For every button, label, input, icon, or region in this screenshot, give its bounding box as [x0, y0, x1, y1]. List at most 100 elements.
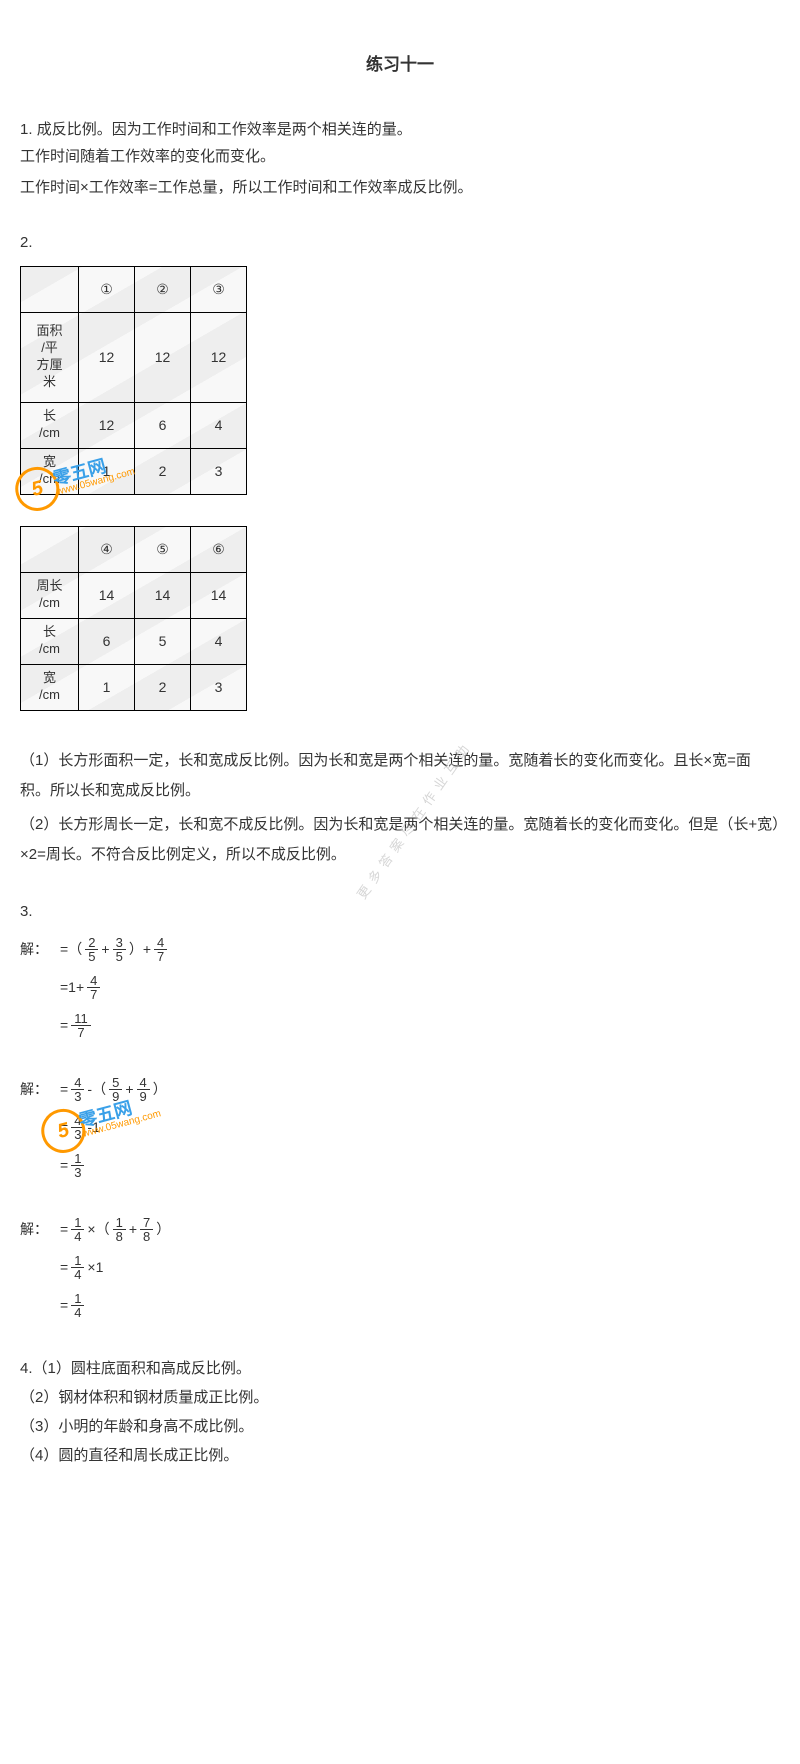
- table-cell: 12: [135, 312, 191, 402]
- q2-explain-1: （1）长方形面积一定，长和宽成反比例。因为长和宽是两个相关连的量。宽随着长的变化…: [20, 746, 780, 806]
- table-cell: 3: [191, 664, 247, 710]
- table-cell: 14: [79, 572, 135, 618]
- table-perimeter: ④⑤⑥周长/cm141414长/cm654宽/cm123: [20, 526, 247, 711]
- q4-line-3: （3）小明的年龄和身高不成比例。: [20, 1413, 780, 1440]
- table-cell: 5: [135, 618, 191, 664]
- fraction: 47: [87, 974, 100, 1001]
- fraction: 35: [113, 936, 126, 963]
- table-cell: 12: [79, 312, 135, 402]
- fraction: 25: [85, 936, 98, 963]
- table-row-label: 周长/cm: [21, 572, 79, 618]
- equation-line: =43-1: [20, 1111, 170, 1145]
- q2-explain-2: （2）长方形周长一定，长和宽不成反比例。因为长和宽是两个相关连的量。宽随着长的变…: [20, 810, 780, 870]
- q1-line1: 1. 成反比例。因为工作时间和工作效率是两个相关连的量。: [20, 121, 412, 138]
- table-header-cell: [21, 266, 79, 312]
- fraction: 117: [71, 1012, 91, 1039]
- table-header-cell: ①: [79, 266, 135, 312]
- table-1-wrap: ①②③面积/平方厘米121212长/cm1264宽/cm123 5 零五网 ww…: [20, 266, 247, 495]
- equation-line: =13: [20, 1149, 170, 1183]
- equation-text: ）: [153, 1077, 167, 1102]
- page-title: 练习十一: [20, 50, 780, 81]
- table-area: ①②③面积/平方厘米121212长/cm1264宽/cm123: [20, 266, 247, 495]
- equation-lead: 解：: [20, 1077, 60, 1102]
- equation-text: ×: [87, 1255, 95, 1280]
- table-cell: 1: [79, 448, 135, 494]
- q4-line-2: （2）钢材体积和钢材质量成正比例。: [20, 1384, 780, 1411]
- fraction: 43: [71, 1076, 84, 1103]
- table-cell: 2: [135, 664, 191, 710]
- equation-block: 5零五网www.05wang.com解：=43-（59+49）=43-1=13: [20, 1073, 170, 1205]
- question-2: 2. ①②③面积/平方厘米121212长/cm1264宽/cm123 5 零五网…: [20, 229, 780, 870]
- equation-text: ）: [129, 937, 143, 962]
- table-header-cell: ⑤: [135, 526, 191, 572]
- table-cell: 6: [135, 402, 191, 448]
- equation-block: 解：=14×（18+78）=14×1=14: [20, 1213, 170, 1323]
- table-header-cell: ⑥: [191, 526, 247, 572]
- table-row-label: 长/cm: [21, 402, 79, 448]
- q1-line3: 工作时间×工作效率=工作总量，所以工作时间和工作效率成反比例。: [20, 174, 780, 201]
- equation-block: 解：=（25+35）+47=1+47=117: [20, 933, 170, 1065]
- equation-text: =1+: [60, 975, 84, 1000]
- table-cell: 12: [191, 312, 247, 402]
- equation-line: =14: [20, 1289, 170, 1323]
- table-cell: 6: [79, 618, 135, 664]
- fraction: 13: [71, 1152, 84, 1179]
- equation-line: =117: [20, 1009, 170, 1043]
- fraction: 47: [154, 936, 167, 963]
- table-row-label: 面积/平方厘米: [21, 312, 79, 402]
- equation-text: +: [143, 937, 151, 962]
- equation-text: （: [92, 1077, 106, 1102]
- equation-text: 1: [92, 1115, 100, 1140]
- equation-text: =: [60, 1255, 68, 1280]
- fraction: 49: [137, 1076, 150, 1103]
- table-header-cell: ②: [135, 266, 191, 312]
- fraction: 14: [71, 1216, 84, 1243]
- equation-text: ×: [87, 1217, 95, 1242]
- fraction: 14: [71, 1254, 84, 1281]
- table-cell: 4: [191, 618, 247, 664]
- equation-text: +: [101, 937, 109, 962]
- q4-line-1: 4.（1）圆柱底面积和高成反比例。: [20, 1355, 780, 1382]
- table-row-label: 宽/cm: [21, 448, 79, 494]
- equation-text: =: [60, 937, 68, 962]
- equation-text: =: [60, 1013, 68, 1038]
- equation-text: 1: [96, 1255, 104, 1280]
- table-cell: 14: [191, 572, 247, 618]
- fraction: 78: [140, 1216, 153, 1243]
- equation-line: 解：=14×（18+78）: [20, 1213, 170, 1247]
- table-header-cell: ③: [191, 266, 247, 312]
- table-cell: 12: [79, 402, 135, 448]
- equation-text: =: [60, 1077, 68, 1102]
- table-cell: 2: [135, 448, 191, 494]
- q3-number: 3.: [20, 898, 780, 925]
- equation-lead: 解：: [20, 1217, 60, 1242]
- table-2-wrap: ④⑤⑥周长/cm141414长/cm654宽/cm123: [20, 526, 247, 711]
- equation-text: （: [96, 1217, 110, 1242]
- table-cell: 1: [79, 664, 135, 710]
- fraction: 18: [113, 1216, 126, 1243]
- table-cell: 4: [191, 402, 247, 448]
- equation-text: =: [60, 1217, 68, 1242]
- equation-line: =14×1: [20, 1251, 170, 1285]
- q1-line2: 工作时间随着工作效率的变化而变化。: [20, 143, 780, 170]
- fraction: 59: [109, 1076, 122, 1103]
- fraction: 14: [71, 1292, 84, 1319]
- equation-line: 解：=（25+35）+47: [20, 933, 170, 967]
- q2-number: 2.: [20, 229, 780, 256]
- question-1: 1. 成反比例。因为工作时间和工作效率是两个相关连的量。 工作时间随着工作效率的…: [20, 116, 780, 201]
- equation-text: =: [60, 1115, 68, 1140]
- equation-text: =: [60, 1153, 68, 1178]
- equation-text: +: [125, 1077, 133, 1102]
- question-3: 更多答案尽在作业互助 3. 解：=（25+35）+47=1+47=1175零五网…: [20, 898, 780, 1327]
- q4-line-4: （4）圆的直径和周长成正比例。: [20, 1442, 780, 1469]
- equation-text: ）: [156, 1217, 170, 1242]
- equation-lead: 解：: [20, 937, 60, 962]
- equation-text: =: [60, 1293, 68, 1318]
- table-row-label: 长/cm: [21, 618, 79, 664]
- question-4: 4.（1）圆柱底面积和高成反比例。 （2）钢材体积和钢材质量成正比例。 （3）小…: [20, 1355, 780, 1469]
- equation-text: （: [68, 937, 82, 962]
- fraction: 43: [71, 1114, 84, 1141]
- table-cell: 3: [191, 448, 247, 494]
- table-header-cell: ④: [79, 526, 135, 572]
- equation-text: +: [129, 1217, 137, 1242]
